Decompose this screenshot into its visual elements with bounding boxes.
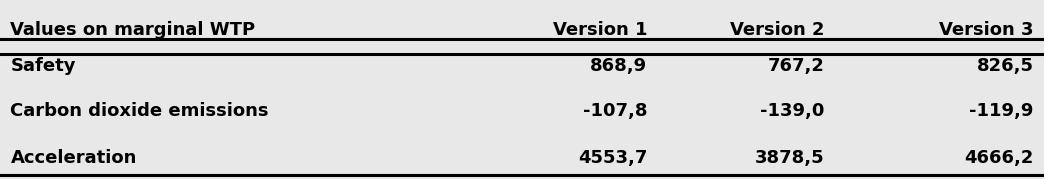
Text: 3878,5: 3878,5 xyxy=(755,149,825,166)
Text: 868,9: 868,9 xyxy=(590,57,647,75)
Text: -139,0: -139,0 xyxy=(760,102,825,120)
Text: Values on marginal WTP: Values on marginal WTP xyxy=(10,21,256,40)
Text: Carbon dioxide emissions: Carbon dioxide emissions xyxy=(10,102,269,120)
Text: Acceleration: Acceleration xyxy=(10,149,137,166)
Text: 4553,7: 4553,7 xyxy=(578,149,647,166)
Text: -107,8: -107,8 xyxy=(583,102,647,120)
Text: Version 3: Version 3 xyxy=(939,21,1034,40)
Text: 4666,2: 4666,2 xyxy=(965,149,1034,166)
Text: Safety: Safety xyxy=(10,57,76,75)
Text: -119,9: -119,9 xyxy=(969,102,1034,120)
Text: Version 2: Version 2 xyxy=(730,21,825,40)
Text: Version 1: Version 1 xyxy=(552,21,647,40)
Text: 767,2: 767,2 xyxy=(768,57,825,75)
Text: 826,5: 826,5 xyxy=(976,57,1034,75)
